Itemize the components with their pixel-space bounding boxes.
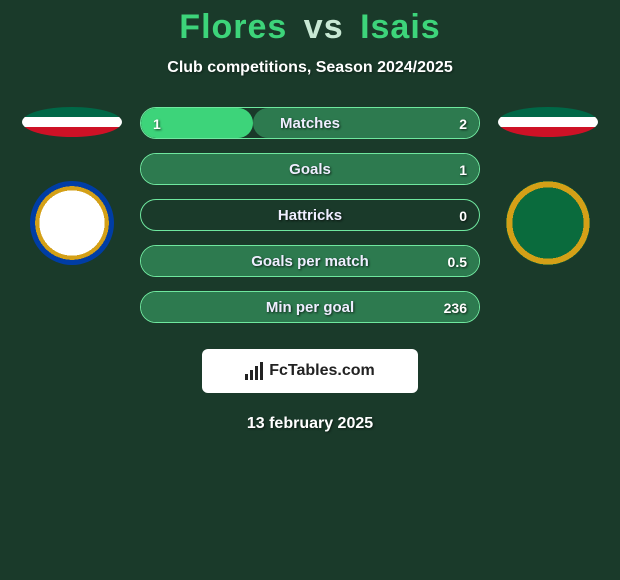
- stat-value-right: 0: [459, 200, 467, 231]
- stat-bar: Min per goal236: [140, 291, 480, 323]
- player2-name: Isais: [360, 8, 441, 46]
- stat-bar: Goals per match0.5: [140, 245, 480, 277]
- brand-box: FcTables.com: [202, 349, 418, 393]
- player1-name: Flores: [179, 8, 287, 46]
- stat-bars: Matches12Goals1Hattricks0Goals per match…: [140, 107, 480, 323]
- left-side: [22, 107, 122, 265]
- stat-bar: Goals1: [140, 153, 480, 185]
- comparison-row: Matches12Goals1Hattricks0Goals per match…: [0, 107, 620, 323]
- stat-bar: Matches1 2: [140, 107, 480, 139]
- stat-value-right: 0.5: [448, 246, 467, 277]
- stat-label: Hattricks: [141, 200, 479, 231]
- page-title: Flores vs Isais: [0, 8, 620, 47]
- right-side: [498, 107, 598, 265]
- vs-label: vs: [304, 8, 344, 46]
- stat-value-right: 236: [444, 292, 467, 323]
- date-label: 13 february 2025: [0, 415, 620, 433]
- stat-value-right: 1: [459, 154, 467, 185]
- flag-right-icon: [498, 107, 598, 137]
- chart-icon: [245, 362, 263, 380]
- stat-label: Min per goal: [141, 292, 479, 323]
- stat-label: Goals: [141, 154, 479, 185]
- stat-value-right: 2: [459, 108, 467, 139]
- stat-label: Matches: [141, 108, 479, 139]
- club-badge-right-icon: [506, 181, 590, 265]
- subtitle: Club competitions, Season 2024/2025: [0, 59, 620, 77]
- flag-left-icon: [22, 107, 122, 137]
- stat-label: Goals per match: [141, 246, 479, 277]
- club-badge-left-icon: [30, 181, 114, 265]
- brand-text: FcTables.com: [269, 362, 375, 380]
- stat-value-left: 1: [153, 108, 161, 139]
- stat-bar: Hattricks0: [140, 199, 480, 231]
